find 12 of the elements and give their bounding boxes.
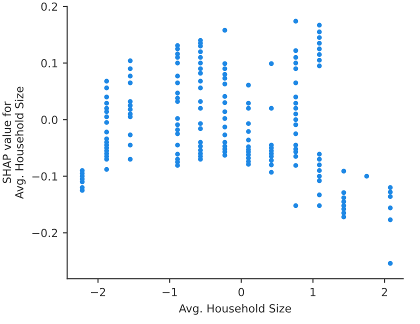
- y-tick-label: 0.2: [41, 2, 58, 11]
- x-tick-label: −1: [162, 288, 177, 296]
- x-tick-label: 0: [238, 288, 244, 296]
- x-tick-label: 1: [310, 288, 316, 296]
- y-tick-label: −0.1: [32, 172, 58, 181]
- y-tick-label: 0.1: [41, 59, 58, 68]
- y-tick-label: −0.2: [32, 228, 58, 238]
- x-tick-label: −2: [90, 288, 106, 296]
- y-tick-label: 0.0: [41, 116, 58, 124]
- x-axis-title: Avg. Household Size: [178, 304, 291, 315]
- x-tick-label: 2: [382, 288, 387, 296]
- y-axis-title: SHAP value for Avg. Household Size: [2, 86, 26, 199]
